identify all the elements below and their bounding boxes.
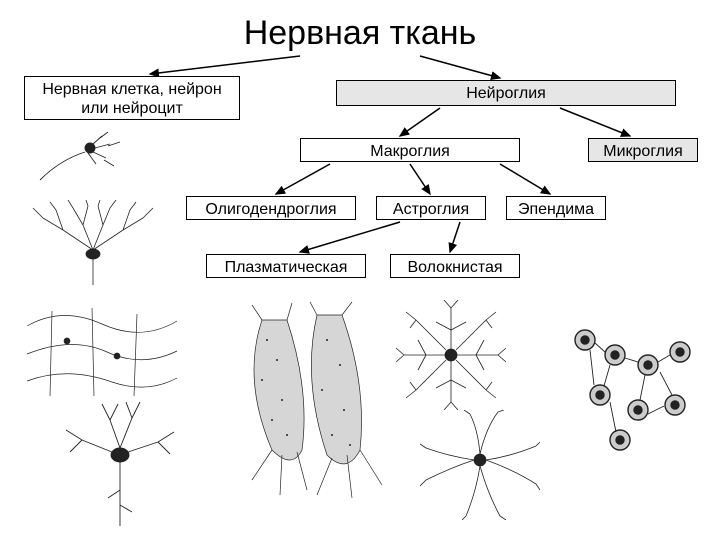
node-plasmatic: Плазматическая xyxy=(206,254,366,278)
illustration-neuron-tree xyxy=(28,200,158,290)
node-astroglia: Астроглия xyxy=(376,196,486,220)
node-astro-label: Астроглия xyxy=(393,201,469,218)
illustration-oligodendroglia xyxy=(232,300,392,500)
illustration-neuron-network xyxy=(22,296,182,406)
illustration-neuron-unipolar xyxy=(30,130,130,190)
node-neuron-line2: или нейроцит xyxy=(81,100,183,117)
node-neuroglia: Нейроглия xyxy=(336,80,676,106)
node-ependyma-label: Эпендима xyxy=(518,201,594,218)
illustration-astrocyte-protoplasmic xyxy=(396,300,506,410)
node-microglia-label: Микроглия xyxy=(603,143,682,160)
node-macroglia: Макроглия xyxy=(300,138,520,162)
node-neuron: Нервная клетка, нейрон или нейроцит xyxy=(24,76,240,120)
illustration-astrocyte-fibrous xyxy=(420,410,540,520)
node-fibrous: Волокнистая xyxy=(390,254,520,278)
node-microglia: Микроглия xyxy=(588,138,698,162)
node-neuroglia-label: Нейроглия xyxy=(466,85,546,102)
node-fibrous-label: Волокнистая xyxy=(407,259,502,276)
diagram-title: Нервная ткань xyxy=(0,14,720,53)
node-plasma-label: Плазматическая xyxy=(225,259,348,276)
illustration-microglia xyxy=(560,310,710,460)
node-oligo-label: Олигодендроглия xyxy=(205,201,336,218)
node-macroglia-label: Макроглия xyxy=(370,143,450,160)
node-oligodendroglia: Олигодендроглия xyxy=(186,196,356,220)
node-ependyma: Эпендима xyxy=(506,196,606,220)
node-neuron-line1: Нервная клетка, нейрон xyxy=(42,81,221,98)
illustration-neuron-multipolar xyxy=(60,400,180,530)
